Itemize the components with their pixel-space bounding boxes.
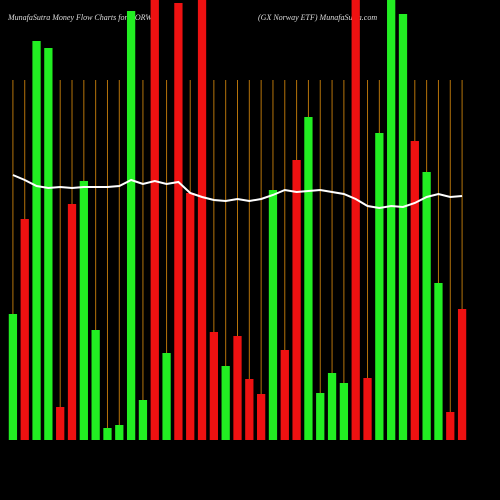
bar bbox=[434, 283, 443, 440]
bar bbox=[375, 133, 384, 440]
bar bbox=[316, 393, 325, 440]
bar bbox=[221, 366, 230, 440]
bar bbox=[292, 160, 301, 440]
bar bbox=[327, 373, 337, 440]
bar bbox=[79, 181, 88, 440]
bar bbox=[67, 204, 77, 440]
bar bbox=[115, 425, 124, 440]
bar bbox=[20, 219, 29, 440]
bar bbox=[126, 11, 136, 440]
chart-subtitle: (GX Norway ETF) MunafaSutra.com bbox=[258, 13, 377, 22]
bar bbox=[268, 190, 278, 440]
line bbox=[12, 174, 463, 210]
bar bbox=[162, 353, 171, 440]
bar bbox=[280, 350, 289, 440]
bar bbox=[8, 314, 18, 440]
bar bbox=[44, 48, 53, 440]
bar bbox=[351, 0, 360, 440]
bar bbox=[457, 309, 467, 440]
chart-title: MunafaSutra Money Flow Charts for NORW bbox=[7, 13, 153, 22]
bar bbox=[138, 400, 148, 440]
bar bbox=[339, 383, 349, 440]
bar bbox=[398, 14, 408, 440]
bar bbox=[91, 330, 100, 440]
bar bbox=[186, 193, 195, 440]
bar bbox=[103, 428, 112, 440]
bar bbox=[32, 41, 41, 440]
bar bbox=[304, 117, 313, 440]
bar bbox=[174, 3, 183, 440]
bar bbox=[410, 141, 419, 440]
bar bbox=[257, 394, 266, 440]
bar bbox=[387, 0, 396, 440]
bar bbox=[56, 407, 65, 440]
bar bbox=[363, 378, 372, 440]
bar bbox=[209, 332, 218, 440]
bar bbox=[233, 336, 242, 440]
bar bbox=[245, 379, 254, 440]
bar bbox=[197, 0, 207, 440]
bar bbox=[446, 412, 455, 440]
bar bbox=[422, 172, 431, 440]
bar bbox=[150, 0, 159, 440]
